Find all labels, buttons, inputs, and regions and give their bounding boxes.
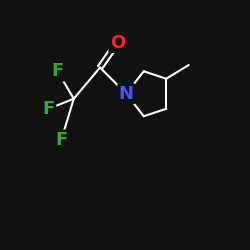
Text: F: F [52, 62, 64, 80]
Text: F: F [55, 131, 68, 149]
Text: F: F [42, 100, 55, 118]
Text: O: O [110, 34, 125, 52]
Text: N: N [119, 85, 134, 103]
